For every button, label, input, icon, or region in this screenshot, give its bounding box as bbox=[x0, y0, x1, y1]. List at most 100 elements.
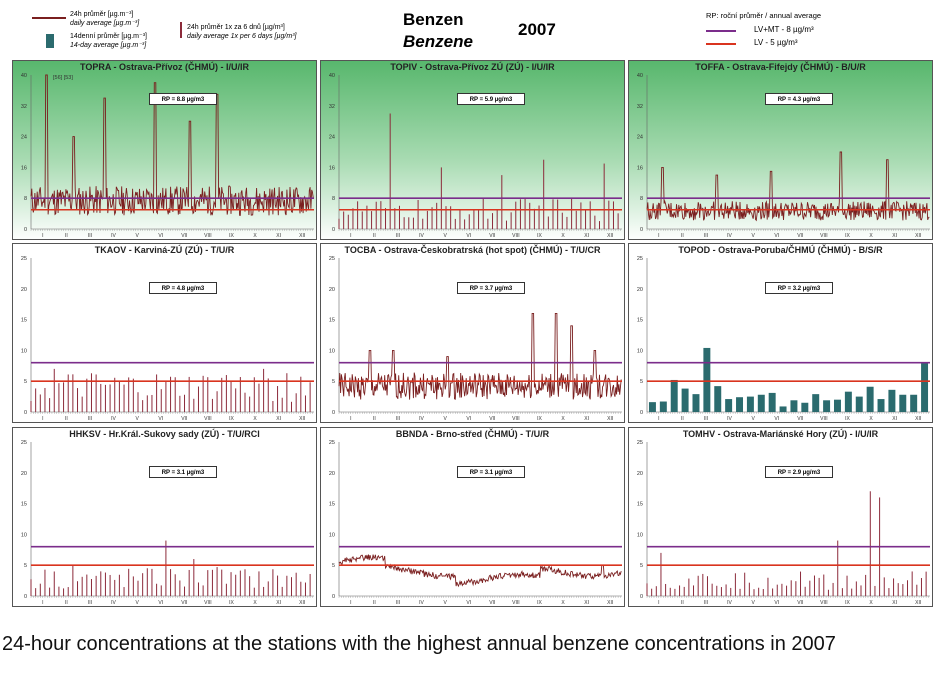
x-tick-label: IV bbox=[419, 416, 424, 422]
x-tick-label: X bbox=[253, 416, 257, 422]
offscale-note: [56] [53] bbox=[53, 75, 73, 81]
bar-14d bbox=[703, 347, 711, 412]
x-tick-label: I bbox=[350, 233, 351, 239]
y-tick-label: 20 bbox=[637, 287, 643, 293]
x-tick-label: II bbox=[65, 233, 68, 239]
x-tick-label: I bbox=[42, 416, 43, 422]
bar-14d bbox=[844, 391, 852, 412]
y-tick-label: 5 bbox=[332, 379, 335, 385]
title-cz: Benzen bbox=[403, 10, 464, 29]
y-tick-label: 0 bbox=[640, 594, 643, 600]
y-tick-label: 40 bbox=[21, 73, 27, 79]
chart-title: TOCBA - Ostrava-Českobratrská (hot spot)… bbox=[344, 245, 601, 255]
x-tick-label: XI bbox=[892, 416, 897, 422]
rp-label: RP: roční průměr / annual average bbox=[706, 11, 822, 20]
bar-14d bbox=[790, 400, 798, 412]
bar-14d bbox=[681, 388, 689, 412]
x-tick-label: IX bbox=[537, 416, 542, 422]
y-tick-label: 5 bbox=[24, 379, 27, 385]
bar-14d bbox=[888, 389, 896, 412]
x-tick-label: I bbox=[658, 416, 659, 422]
y-tick-label: 24 bbox=[21, 135, 27, 141]
x-tick-label: VII bbox=[489, 233, 495, 239]
y-tick-label: 40 bbox=[637, 73, 643, 79]
x-tick-label: VII bbox=[181, 233, 187, 239]
x-tick-label: IV bbox=[727, 600, 732, 606]
y-tick-label: 5 bbox=[640, 563, 643, 569]
x-tick-label: V bbox=[135, 416, 139, 422]
legend-6d: 24h průměr 1x za 6 dnů [µg/m³] daily ave… bbox=[187, 23, 296, 41]
y-tick-label: 25 bbox=[21, 256, 27, 262]
x-tick-label: IV bbox=[419, 233, 424, 239]
y-tick-label: 10 bbox=[637, 348, 643, 354]
x-tick-label: V bbox=[751, 233, 755, 239]
y-tick-label: 15 bbox=[329, 502, 335, 508]
y-tick-label: 15 bbox=[637, 318, 643, 324]
x-tick-label: II bbox=[681, 600, 684, 606]
series-24h-line bbox=[646, 151, 930, 222]
x-tick-label: VIII bbox=[820, 233, 828, 239]
y-tick-label: 10 bbox=[21, 532, 27, 538]
y-tick-label: 0 bbox=[640, 227, 643, 233]
lv-swatch bbox=[706, 43, 736, 45]
x-tick-label: IX bbox=[229, 233, 234, 239]
bar-14d bbox=[833, 399, 841, 412]
x-tick-label: I bbox=[42, 600, 43, 606]
bar-14d bbox=[855, 396, 863, 412]
legend-6d-cz: 24h průměr 1x za 6 dnů [µg/m³] bbox=[187, 24, 285, 31]
chart-panel-toffa: 40 32 24 16 8 0 I II III IV V VI VII VIII IX X XI XII TOFF… bbox=[628, 60, 933, 240]
lvmt-label: LV+MT - 8 µg/m³ bbox=[754, 25, 814, 34]
x-tick-label: XI bbox=[276, 416, 281, 422]
x-tick-label: V bbox=[751, 416, 755, 422]
x-tick-label: IV bbox=[111, 416, 116, 422]
x-tick-label: III bbox=[396, 600, 400, 606]
x-tick-label: XI bbox=[276, 233, 281, 239]
x-tick-label: III bbox=[704, 600, 708, 606]
x-tick-label: II bbox=[373, 600, 376, 606]
x-tick-label: XI bbox=[892, 233, 897, 239]
x-tick-label: VI bbox=[158, 233, 163, 239]
bar-14d bbox=[801, 402, 809, 412]
x-tick-label: VIII bbox=[204, 600, 212, 606]
x-tick-label: VI bbox=[158, 416, 163, 422]
x-tick-label: VI bbox=[466, 416, 471, 422]
x-tick-label: XI bbox=[584, 600, 589, 606]
y-tick-label: 10 bbox=[329, 348, 335, 354]
x-tick-label: I bbox=[350, 600, 351, 606]
x-tick-label: XI bbox=[276, 600, 281, 606]
y-tick-label: 0 bbox=[332, 594, 335, 600]
y-tick-label: 25 bbox=[329, 256, 335, 262]
series-24h-line bbox=[338, 554, 622, 588]
y-tick-label: 25 bbox=[21, 440, 27, 446]
bar-14d bbox=[659, 401, 667, 412]
x-tick-label: XII bbox=[299, 233, 305, 239]
plot-background bbox=[13, 61, 316, 239]
x-tick-label: VII bbox=[489, 416, 495, 422]
annual-average-box: RP = 4.3 µg/m3 bbox=[765, 93, 833, 105]
bar-14d bbox=[692, 394, 700, 412]
chart-panel-topra: 40 32 24 16 8 0 I II III IV V VI VII VIII IX X XI XII [56]… bbox=[12, 60, 317, 240]
y-tick-label: 24 bbox=[637, 135, 643, 141]
x-tick-label: III bbox=[88, 233, 92, 239]
y-tick-label: 25 bbox=[329, 440, 335, 446]
x-tick-label: VI bbox=[466, 233, 471, 239]
x-tick-label: III bbox=[704, 416, 708, 422]
x-tick-label: IX bbox=[845, 600, 850, 606]
x-tick-label: VIII bbox=[512, 416, 520, 422]
y-tick-label: 20 bbox=[21, 471, 27, 477]
x-tick-label: IV bbox=[727, 416, 732, 422]
x-tick-label: XII bbox=[299, 600, 305, 606]
x-tick-label: IX bbox=[845, 416, 850, 422]
x-tick-label: V bbox=[443, 233, 447, 239]
x-tick-label: V bbox=[751, 600, 755, 606]
lvmt-swatch bbox=[706, 30, 736, 32]
x-tick-label: X bbox=[561, 233, 565, 239]
x-tick-label: X bbox=[561, 600, 565, 606]
x-tick-label: I bbox=[658, 233, 659, 239]
